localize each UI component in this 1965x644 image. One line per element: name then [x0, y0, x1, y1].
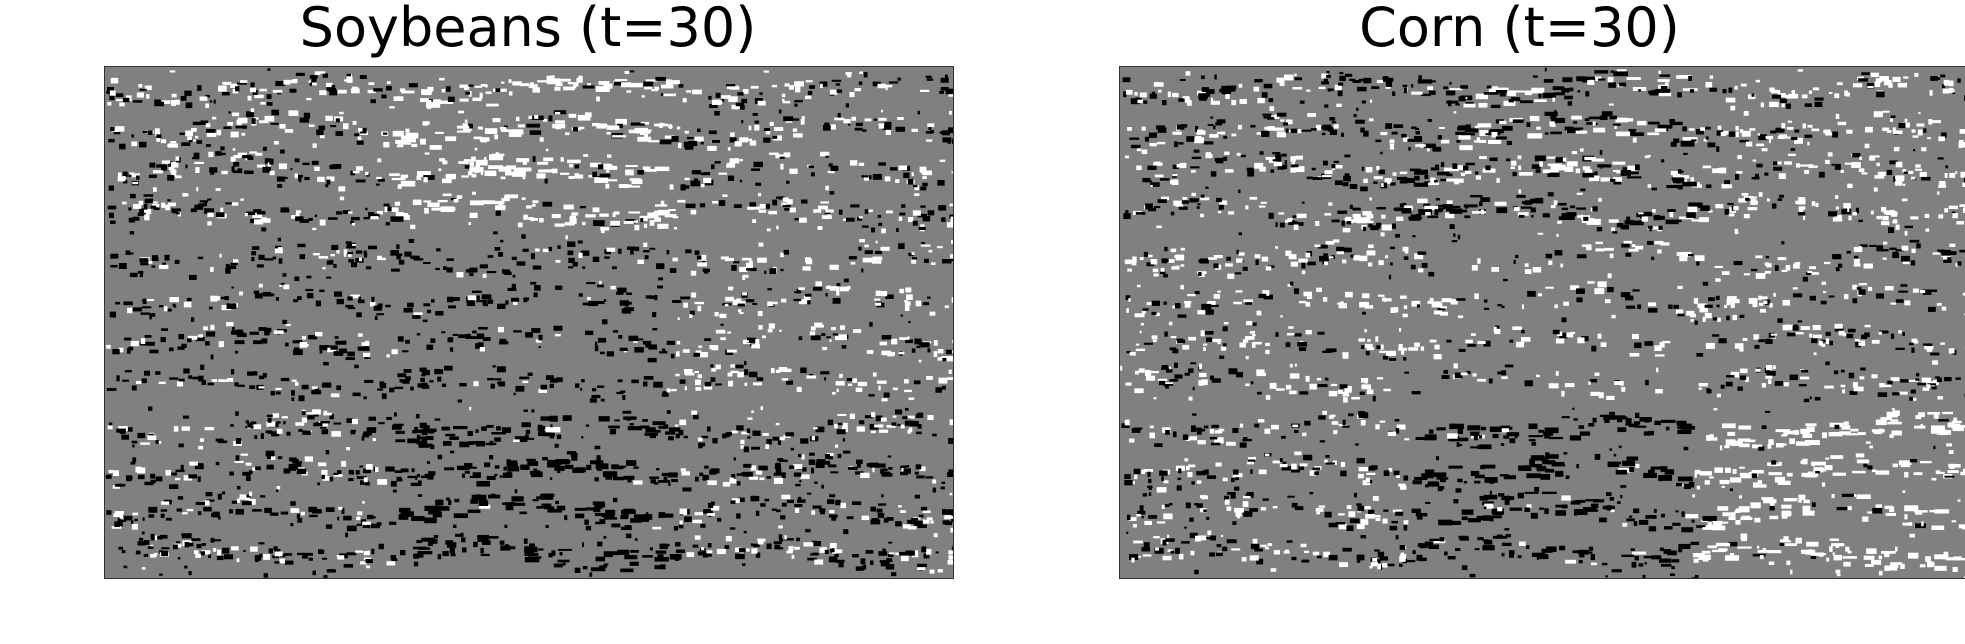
- panel-soybeans: Soybeans (t=30): [104, 0, 954, 579]
- heatmap-image-corn: [1120, 67, 1965, 578]
- panel-corn: Corn (t=30): [1000, 0, 1965, 644]
- heatmap-soybeans: [104, 66, 954, 579]
- heatmap-background: [105, 67, 953, 578]
- heatmap-image-soybeans: [105, 67, 953, 578]
- panel-title-soybeans: Soybeans (t=30): [299, 0, 757, 59]
- panel-title-corn: Corn (t=30): [1359, 0, 1680, 59]
- heatmap-pixels: [1120, 67, 1965, 578]
- heatmap-pixels: [105, 68, 953, 578]
- heatmap-corn: [1119, 66, 1965, 579]
